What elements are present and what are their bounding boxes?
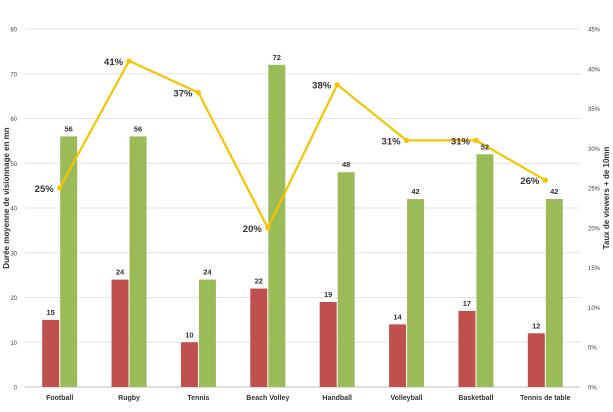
right-tick-label: 45%	[588, 28, 601, 34]
line-path	[58, 59, 546, 229]
left-tick-label: 50	[10, 162, 17, 168]
line-point	[265, 225, 271, 231]
bar	[129, 136, 147, 387]
left-tick-label: 70	[10, 72, 17, 78]
left-tick-label: 30	[10, 251, 17, 257]
bar-value-label: 19	[324, 290, 332, 299]
right-tick-label: 35%	[588, 107, 601, 113]
line-point	[473, 137, 479, 143]
bar-value-label: 56	[134, 124, 142, 133]
left-tick-label: 0	[14, 386, 18, 392]
line-value-label: 38%	[312, 81, 332, 92]
bar-value-label: 12	[532, 321, 540, 330]
bar	[111, 279, 129, 387]
category-label: Football	[46, 395, 73, 402]
data-labels: 15 24 10 22 19 14 17 12 56 56 24 72 48 42 52 42 25% 41% 37…	[35, 53, 559, 339]
bar	[407, 199, 425, 387]
line-value-label: 41%	[104, 57, 124, 68]
line-value-label: 31%	[382, 136, 402, 147]
right-axis-title: Taux de viewers + de 10mn	[602, 146, 611, 249]
bar	[42, 319, 60, 387]
line-value-label: 25%	[35, 184, 55, 195]
line-point	[403, 137, 410, 143]
line-value-label: 31%	[451, 136, 471, 147]
line-point	[334, 82, 340, 88]
line-value-label: 26%	[520, 176, 540, 187]
category-label: Beach Volley	[246, 395, 289, 402]
bar-value-label: 22	[255, 277, 263, 286]
right-tick-label: 25%	[588, 187, 601, 193]
line-point	[57, 185, 63, 191]
line-point	[126, 58, 132, 64]
bar	[458, 310, 476, 387]
bar-value-label: 72	[273, 53, 281, 62]
right-tick-label: 5%	[588, 346, 597, 352]
bar-value-label: 42	[411, 187, 419, 196]
gridlines	[25, 28, 580, 388]
right-tick-label: 20%	[588, 226, 601, 232]
right-tick-label: 15%	[588, 266, 601, 272]
bar-value-label: 24	[116, 268, 125, 277]
bar-value-label: 10	[185, 330, 193, 339]
bar	[527, 333, 545, 387]
bar-value-label: 17	[463, 299, 471, 308]
bar-value-label: 52	[481, 142, 489, 151]
bar	[198, 279, 216, 387]
left-tick-label: 60	[10, 117, 17, 123]
bar	[268, 64, 286, 388]
bar	[389, 324, 407, 387]
category-axis-labels: Football Rugby Tennis Beach Volley Handball V…	[46, 395, 571, 402]
bar-value-label: 14	[393, 312, 402, 321]
bar	[545, 199, 563, 387]
bar-value-label: 15	[47, 308, 55, 317]
line-value-label: 37%	[173, 89, 193, 100]
category-label: Volleyball	[390, 395, 422, 402]
bar-value-label: 42	[550, 187, 558, 196]
category-label: Tennis	[187, 395, 209, 402]
category-label: Basketball	[458, 395, 493, 402]
line-value-label: 20%	[243, 224, 263, 235]
category-label: Tennis de table	[520, 395, 571, 402]
left-tick-label: 20	[10, 296, 17, 302]
bar	[337, 172, 355, 387]
right-tick-label: 40%	[588, 67, 601, 73]
category-label: Rugby	[118, 395, 140, 402]
bar	[60, 136, 78, 387]
bar-value-label: 48	[342, 160, 350, 169]
bar-value-label: 24	[203, 268, 212, 277]
bar-series	[42, 64, 563, 388]
line-point	[542, 177, 548, 183]
line-series	[57, 58, 548, 231]
bar	[319, 301, 337, 387]
left-tick-label: 80	[10, 28, 17, 34]
bar-value-label: 56	[65, 124, 73, 133]
category-label: Handball	[322, 395, 352, 402]
left-tick-label: 40	[10, 207, 17, 213]
left-axis-title: Durée moyenne de visionnage en mn	[2, 127, 11, 268]
line-point	[195, 90, 202, 96]
left-tick-label: 10	[10, 341, 17, 347]
left-axis-ticks: 0 10 20 30 40 50 60 70 80	[10, 28, 17, 392]
right-tick-label: 0%	[588, 386, 597, 392]
bar	[476, 154, 494, 387]
bar	[180, 342, 198, 387]
bar	[250, 288, 268, 387]
right-tick-label: 30%	[588, 147, 601, 153]
right-tick-label: 10%	[588, 306, 601, 312]
right-axis-ticks: 0% 5% 10% 15% 20% 25% 30% 35% 40% 45%	[588, 28, 601, 392]
